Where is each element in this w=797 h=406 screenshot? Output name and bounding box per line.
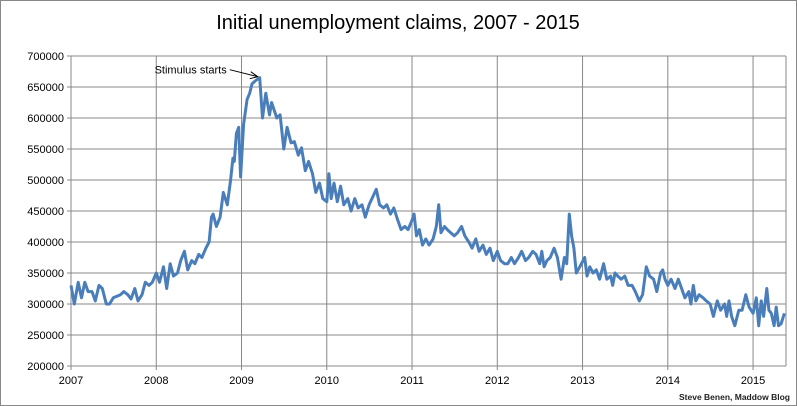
x-axis-ticks: 2007 2008 2009 2010 2011 2012 2013 2014 2015 bbox=[59, 375, 766, 387]
y-tick-label: 450000 bbox=[27, 206, 64, 218]
x-tick-label: 2013 bbox=[570, 375, 594, 387]
x-tick-label: 2009 bbox=[229, 375, 253, 387]
series-line bbox=[69, 76, 786, 328]
y-tick-label: 700000 bbox=[27, 51, 64, 63]
y-tick-label: 400000 bbox=[27, 237, 64, 249]
y-tick-label: 300000 bbox=[27, 299, 64, 311]
x-tick-label: 2015 bbox=[741, 375, 765, 387]
y-tick-label: 550000 bbox=[27, 144, 64, 156]
y-tick-label: 650000 bbox=[27, 82, 64, 94]
x-tick-label: 2007 bbox=[59, 375, 83, 387]
annotation-arrowhead bbox=[249, 71, 259, 80]
x-tick-label: 2012 bbox=[485, 375, 509, 387]
y-tick-label: 350000 bbox=[27, 268, 64, 280]
y-tick-label: 600000 bbox=[27, 113, 64, 125]
credit-label: Steve Benen, Maddow Blog bbox=[679, 392, 790, 402]
y-tick-label: 200000 bbox=[27, 361, 64, 373]
chart-title: Initial unemployment claims, 2007 - 2015 bbox=[216, 12, 580, 34]
y-tick-label: 500000 bbox=[27, 175, 64, 187]
annotation-label: Stimulus starts bbox=[155, 65, 228, 77]
x-tick-label: 2014 bbox=[656, 375, 680, 387]
y-tick-label: 250000 bbox=[27, 330, 64, 342]
x-tick-label: 2010 bbox=[315, 375, 339, 387]
x-tick-label: 2011 bbox=[400, 375, 424, 387]
annotation-arrow bbox=[229, 69, 258, 78]
x-tick-label: 2008 bbox=[144, 375, 168, 387]
y-axis-ticks: 200000 250000 300000 350000 400000 450000 5000… bbox=[27, 51, 64, 373]
